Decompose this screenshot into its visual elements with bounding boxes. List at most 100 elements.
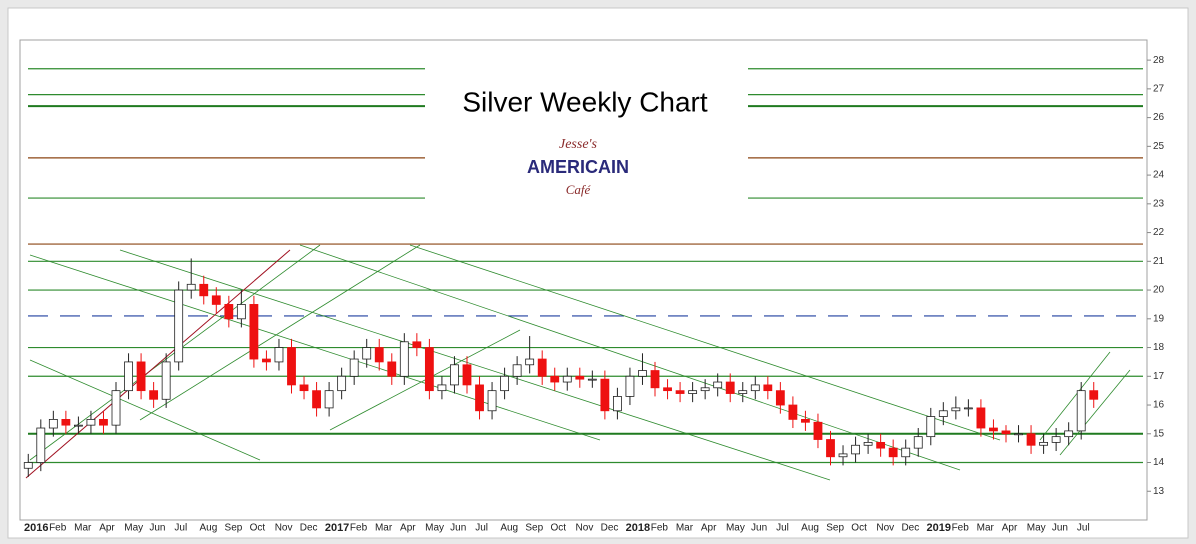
x-tick-label: Apr (701, 523, 717, 534)
candle-body (926, 416, 936, 438)
y-tick-label: 19 (1153, 313, 1165, 324)
candle-body (1039, 441, 1049, 446)
candle-body (625, 375, 635, 397)
x-tick-label: May (1027, 523, 1046, 534)
candle-body (124, 361, 133, 392)
candle-body (99, 419, 108, 426)
trend-line (299, 244, 961, 471)
x-tick-label: Mar (676, 523, 694, 534)
trend-line (1059, 369, 1131, 456)
x-tick-label: Feb (350, 523, 368, 534)
logo-text: Café (566, 182, 592, 197)
trend-line (25, 249, 291, 479)
y-tick-label: 28 (1153, 55, 1165, 66)
y-tick-label: 22 (1153, 227, 1165, 238)
x-tick-label: Sep (826, 523, 844, 534)
logo-text: AMERICAIN (527, 157, 629, 177)
candle-body (851, 444, 860, 455)
candle-body (537, 358, 547, 377)
y-tick-label: 14 (1153, 457, 1165, 468)
candle-body (374, 347, 384, 363)
candle-body (638, 370, 647, 377)
candle-body (274, 347, 284, 363)
candle-body (500, 375, 510, 392)
candle-body (575, 375, 585, 380)
trend-lines (29, 244, 1131, 481)
candle-body (299, 384, 309, 392)
y-tick-label: 21 (1153, 256, 1165, 267)
candle-body (863, 441, 873, 446)
y-tick-label: 20 (1153, 285, 1165, 296)
candle-body (337, 375, 347, 392)
x-tick-label: Nov (275, 523, 293, 534)
candle-body (349, 358, 359, 377)
candle-body (149, 390, 159, 400)
x-tick-label: Apr (1002, 523, 1018, 534)
candle-body (963, 407, 973, 410)
candle-body (437, 384, 447, 392)
x-tick-label: Jul (174, 523, 187, 534)
x-tick-label: Jun (1052, 523, 1068, 534)
y-tick-label: 17 (1153, 371, 1165, 382)
y-tick-label: 13 (1153, 486, 1165, 497)
candle-body (450, 364, 459, 386)
candle-body (738, 390, 748, 394)
x-tick-label: Oct (851, 523, 867, 534)
candle-body (462, 364, 472, 386)
candle-body (913, 436, 923, 449)
candle-body (1014, 433, 1023, 436)
logo-text: Jesse's (559, 137, 598, 152)
candle-body (424, 347, 434, 392)
y-tick-label: 27 (1153, 84, 1165, 95)
candle-body (650, 370, 660, 389)
candle-body (951, 407, 961, 412)
y-tick-label: 25 (1153, 141, 1165, 152)
candle-body (587, 378, 597, 381)
candle-body (901, 447, 911, 458)
candle-body (362, 347, 372, 360)
candle-body (136, 361, 146, 392)
candle-body (412, 341, 422, 348)
candle-body (750, 384, 760, 392)
x-tick-label: Nov (576, 523, 594, 534)
candle-body (938, 410, 948, 417)
candle-body (1026, 433, 1036, 446)
y-tick-label: 24 (1153, 170, 1165, 181)
candle-body (111, 390, 121, 426)
candle-body (211, 295, 221, 305)
candle-body (876, 441, 886, 449)
candle-body (287, 347, 296, 386)
y-tick-label: 23 (1153, 198, 1165, 209)
candle-body (763, 384, 773, 392)
candle-body (487, 390, 497, 412)
candle-body (976, 407, 986, 429)
x-tick-label: 2019 (927, 522, 951, 534)
x-tick-label: Jul (776, 523, 789, 534)
x-tick-label: Mar (375, 523, 393, 534)
trend-line (139, 244, 421, 421)
x-tick-label: Aug (500, 523, 518, 534)
x-tick-label: Nov (876, 523, 894, 534)
candle-body (86, 419, 96, 426)
candle-body (312, 390, 321, 409)
candle-body (826, 439, 835, 458)
candle-body (562, 375, 572, 383)
x-tick-label: Jun (149, 523, 165, 534)
trend-line (29, 254, 601, 441)
x-tick-label: Aug (801, 523, 819, 534)
y-tick-label: 18 (1153, 342, 1165, 353)
candle-body (663, 387, 672, 392)
candle-body (48, 419, 58, 429)
x-tick-label: Jul (475, 523, 488, 534)
candle-body (249, 304, 259, 360)
candle-body (675, 390, 685, 394)
x-tick-label: Sep (525, 523, 543, 534)
candle-body (888, 447, 898, 458)
candle-body (186, 283, 196, 291)
candle-body (36, 427, 46, 463)
trend-line (409, 244, 1001, 441)
trend-line (1039, 351, 1111, 441)
x-tick-label: Dec (601, 523, 619, 534)
